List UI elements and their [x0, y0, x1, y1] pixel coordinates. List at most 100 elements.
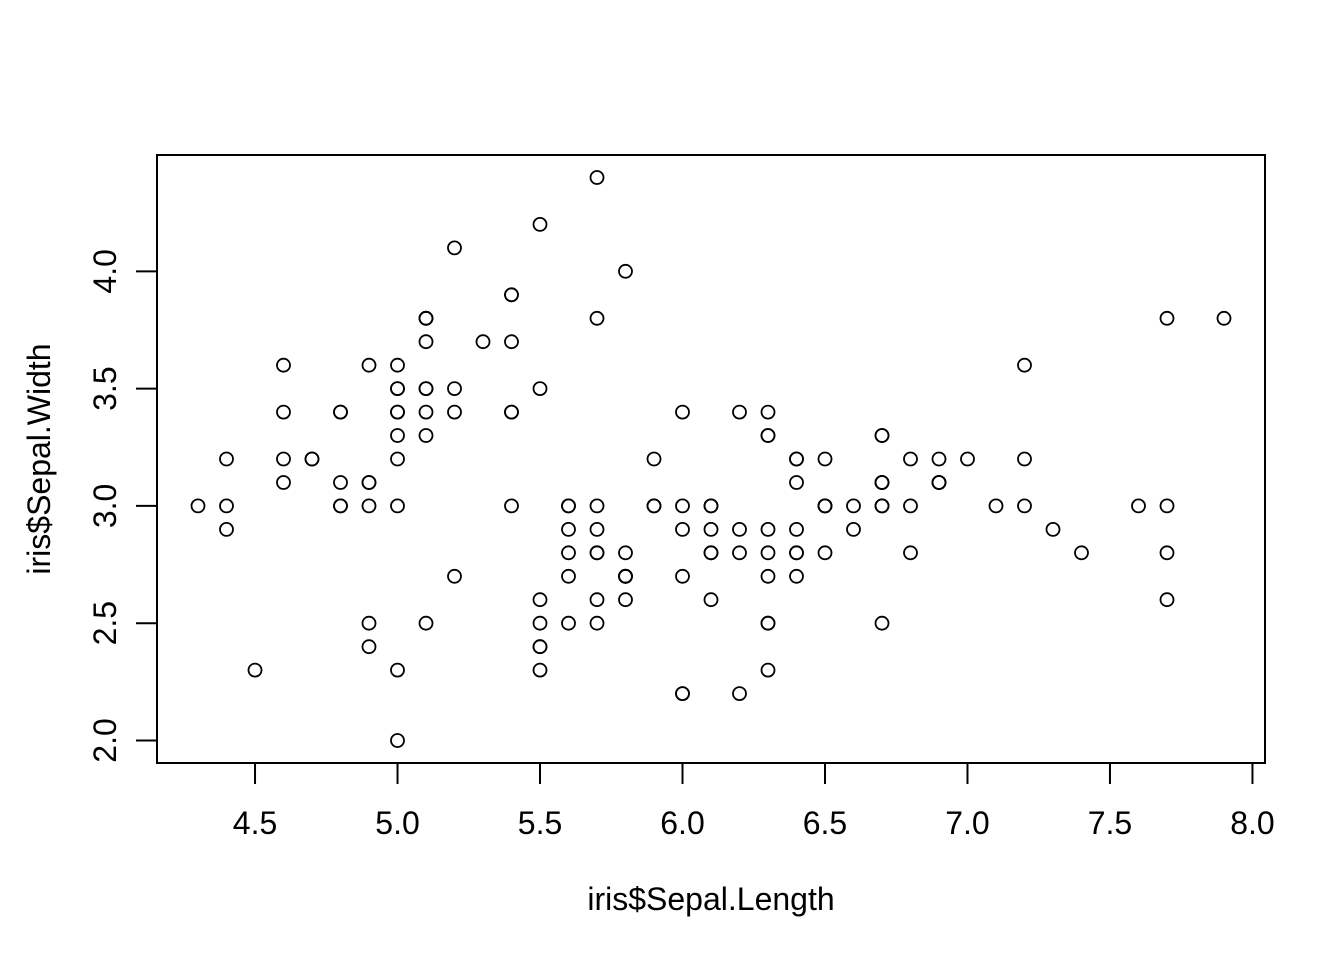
data-point: [276, 404, 291, 420]
data-point: [561, 522, 576, 537]
data-point: [333, 404, 348, 420]
data-point: [703, 522, 719, 537]
data-point: [361, 475, 377, 490]
data-point: [390, 498, 405, 514]
data-point: [219, 498, 234, 514]
data-point: [561, 615, 576, 631]
data-point: [789, 545, 804, 561]
data-point: [1017, 498, 1032, 514]
data-point: [361, 639, 377, 655]
data-point: [504, 498, 519, 514]
data-point: [304, 451, 320, 467]
data-point: [418, 310, 434, 326]
data-point: [675, 404, 690, 420]
x-tick-label: 7.5: [1088, 805, 1132, 841]
data-point: [504, 287, 519, 303]
data-point: [190, 498, 206, 514]
data-point: [874, 428, 890, 443]
data-point: [618, 568, 633, 584]
data-point: [1074, 545, 1089, 561]
data-point: [390, 404, 405, 420]
data-point: [988, 498, 1004, 514]
data-point: [504, 404, 519, 420]
data-point: [817, 451, 833, 467]
data-point: [418, 428, 434, 443]
data-point: [589, 545, 605, 561]
x-tick-label: 6.0: [660, 805, 704, 841]
data-point: [646, 451, 662, 467]
data-point: [675, 522, 690, 537]
data-point: [1017, 357, 1032, 373]
x-tick-label: 4.5: [233, 805, 277, 841]
data-point: [931, 475, 947, 490]
data-point: [732, 404, 747, 420]
x-tick-label: 5.0: [375, 805, 419, 841]
y-tick-label: 3.5: [87, 366, 123, 410]
data-point: [219, 451, 234, 467]
data-point: [532, 639, 548, 655]
data-point: [532, 381, 548, 397]
data-point: [903, 451, 918, 467]
data-point: [931, 451, 947, 467]
data-point: [418, 615, 434, 631]
data-point: [333, 498, 348, 514]
points-layer: [190, 170, 1232, 748]
data-point: [760, 568, 776, 584]
data-point: [817, 498, 833, 514]
data-point: [732, 545, 747, 561]
data-point: [675, 568, 690, 584]
data-point: [675, 498, 690, 514]
data-point: [675, 686, 690, 701]
data-point: [390, 662, 405, 678]
data-point: [1131, 498, 1146, 514]
data-point: [817, 545, 833, 561]
data-point: [276, 475, 291, 490]
data-point: [561, 545, 576, 561]
data-point: [504, 334, 519, 350]
data-point: [960, 451, 975, 467]
data-point: [874, 475, 890, 490]
x-axis: 4.5 5.0 5.5 6.0 6.5 7.0 7.5 8.0: [233, 763, 1275, 841]
data-point: [732, 522, 747, 537]
data-point: [874, 615, 890, 631]
data-point: [532, 615, 548, 631]
data-point: [219, 522, 234, 537]
data-point: [361, 498, 377, 514]
data-point: [846, 522, 861, 537]
data-point: [532, 662, 548, 678]
data-point: [703, 545, 719, 561]
x-tick-label: 6.5: [803, 805, 847, 841]
data-point: [390, 451, 405, 467]
data-point: [1216, 310, 1232, 326]
data-point: [589, 498, 605, 514]
data-point: [1045, 522, 1061, 537]
data-point: [447, 381, 462, 397]
x-tick-label: 7.0: [945, 805, 989, 841]
data-point: [589, 310, 605, 326]
data-point: [1159, 310, 1175, 326]
data-point: [760, 662, 776, 678]
data-point: [589, 170, 605, 185]
data-point: [789, 522, 804, 537]
data-point: [276, 451, 291, 467]
y-axis: 2.0 2.5 3.0 3.5 4.0: [87, 249, 157, 763]
data-point: [789, 475, 804, 490]
x-axis-title: iris$Sepal.Length: [587, 881, 834, 917]
data-point: [561, 568, 576, 584]
data-point: [418, 381, 434, 397]
data-point: [703, 592, 719, 608]
data-point: [789, 451, 804, 467]
data-point: [760, 522, 776, 537]
data-point: [760, 615, 776, 631]
data-point: [618, 263, 633, 279]
x-tick-label: 8.0: [1230, 805, 1274, 841]
data-point: [760, 404, 776, 420]
data-point: [247, 662, 263, 678]
data-point: [276, 357, 291, 373]
y-tick-label: 3.0: [87, 484, 123, 528]
data-point: [390, 381, 405, 397]
data-point: [903, 498, 918, 514]
data-point: [646, 498, 662, 514]
data-point: [846, 498, 861, 514]
